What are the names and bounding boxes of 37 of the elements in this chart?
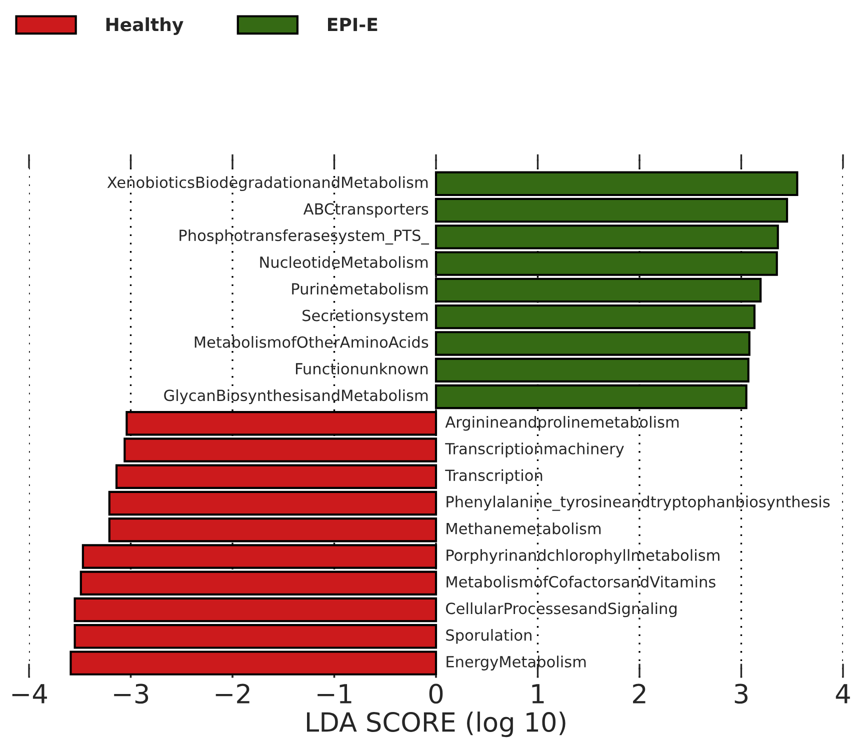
bar [108,490,438,516]
x-tick-label: 2 [633,684,646,704]
x-axis-title: LDA SCORE (log 10) [307,712,566,738]
y-tick-label: Phenylalanine_tyrosineandtryptophanbiosynthesis [446,496,830,511]
y-tick-label: Porphyrinandchlorophyllmetabolism [446,549,720,564]
bar [434,198,788,223]
y-tick-label: Transcription [445,469,542,484]
x-tick-label: −2 [216,684,250,704]
x-tick-label: 0 [429,684,443,704]
x-tick-label: −3 [114,684,148,704]
bar [74,597,438,622]
y-tick-label: Functionunknown [296,362,428,375]
y-tick-label: Phosphotransferasesystem_PTS_ [180,229,430,245]
y-tick-label: MetabolismofCofactorsandVitamins [446,576,716,588]
bar [434,304,756,330]
legend-label: EPI-E [328,18,378,32]
y-tick-label: ABCtransporters [303,203,428,218]
x-tick-label: −4 [12,684,47,704]
x-tick-label: 1 [532,684,544,704]
y-tick-label: Secretionsystem [302,309,428,324]
y-tick-label: EnergyMetabolism [446,656,586,670]
y-tick-label: Sporulation [446,629,532,644]
y-tick-label: Transcriptionmachinery [445,442,624,458]
x-tick-label: 4 [836,684,850,704]
bar [115,464,438,489]
y-tick-label: MetabolismofOtherAminoAcids [194,336,428,348]
y-tick-label: NucleotideMetabolism [260,256,428,268]
legend-label: Healthy [106,17,184,35]
x-tick-label: 3 [734,684,748,704]
y-tick-label: CellularProcessesandSignaling [446,602,677,618]
y-tick-label: Arginineandprolinemetabolism [445,416,679,431]
y-tick-label: Methanemetabolism [446,522,601,534]
x-tick-label: −1 [318,684,352,704]
y-tick-label: Purinemetabolism [292,282,428,295]
y-tick-label: GlycanBiosynthesisandMetabolism [164,389,428,404]
bar [434,171,798,196]
y-tick-label: XenobioticsBiodegradationandMetabolism [107,176,428,192]
